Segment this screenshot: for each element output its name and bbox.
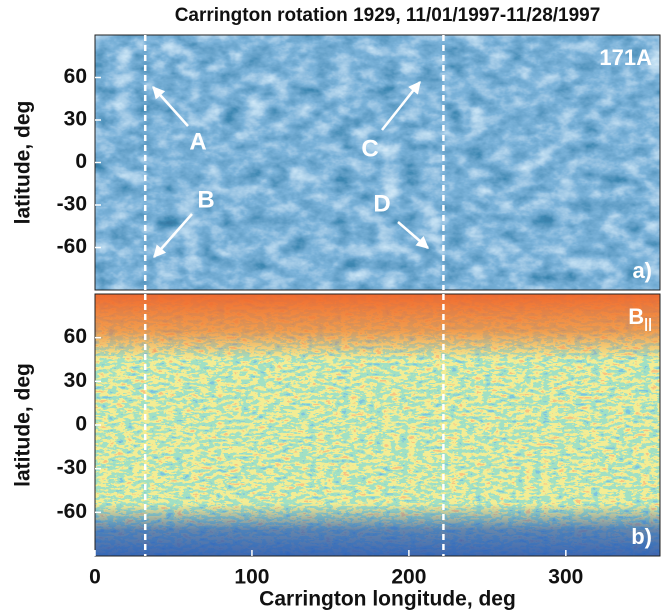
panel-label-text: B [628,304,644,329]
panel-tag: b) [631,524,652,549]
y-tick-label: 0 [75,150,87,173]
y-tick-label: 60 [64,65,87,88]
polar-bands [95,294,660,556]
y-tick-label: 60 [64,325,87,348]
panel-label-text: 171A [599,45,652,70]
panel-label: B|| [628,304,652,331]
y-axis-label: latitude, deg [12,101,35,225]
annotation: C [361,135,378,162]
x-tick-label: 200 [391,566,426,589]
annotation-arrow [152,86,189,127]
annotation: A [189,128,206,155]
y-tick-label: -30 [57,456,87,479]
annotation-arrow [397,221,429,249]
x-tick-label: 100 [234,566,269,589]
x-tick-label: 300 [548,566,583,589]
annotation: D [373,190,390,217]
x-axis-label: Carrington longitude, deg [259,588,516,611]
panel-tag: a) [632,258,652,283]
y-tick-label: 0 [75,413,87,436]
y-tick-label: 30 [64,108,87,131]
panel-label: 171A [599,45,652,70]
y-tick-label: -60 [57,235,87,258]
y-tick-label: 30 [64,369,87,392]
panel-label-sub: || [644,315,652,331]
annotation-arrow [153,213,193,258]
image-panel [95,35,660,290]
x-tick-label: 0 [89,566,101,589]
y-tick-label: -60 [57,500,87,523]
chart-title: Carrington rotation 1929, 11/01/1997-11/… [175,5,601,26]
y-axis-label: latitude, deg [12,363,35,487]
annotation-arrow [381,81,421,131]
annotation: B [197,186,214,213]
y-tick-label: -30 [57,193,87,216]
